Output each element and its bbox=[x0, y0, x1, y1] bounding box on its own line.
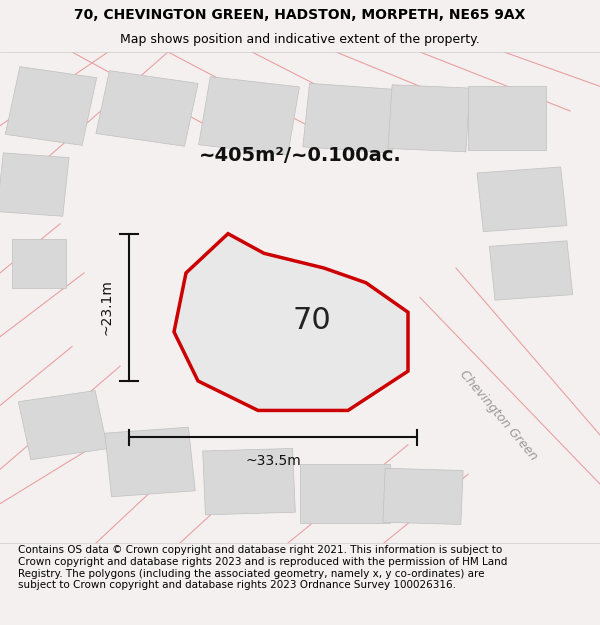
Bar bbox=[5, 67, 97, 146]
Bar bbox=[199, 77, 299, 155]
Bar bbox=[303, 83, 399, 153]
Text: ~405m²/~0.100ac.: ~405m²/~0.100ac. bbox=[199, 146, 401, 164]
Bar bbox=[468, 86, 546, 150]
Bar bbox=[12, 239, 66, 288]
Bar bbox=[300, 464, 390, 523]
Bar bbox=[105, 428, 195, 497]
Bar bbox=[96, 71, 198, 146]
Bar bbox=[383, 468, 463, 524]
Bar bbox=[489, 241, 573, 300]
Text: Contains OS data © Crown copyright and database right 2021. This information is : Contains OS data © Crown copyright and d… bbox=[18, 546, 508, 590]
Text: 70, CHEVINGTON GREEN, HADSTON, MORPETH, NE65 9AX: 70, CHEVINGTON GREEN, HADSTON, MORPETH, … bbox=[74, 8, 526, 21]
Bar bbox=[19, 391, 107, 460]
Text: Chevington Green: Chevington Green bbox=[457, 368, 539, 463]
Bar bbox=[203, 449, 295, 515]
Bar bbox=[388, 85, 470, 152]
Text: ~33.5m: ~33.5m bbox=[245, 454, 301, 468]
Polygon shape bbox=[174, 234, 408, 411]
Bar bbox=[477, 167, 567, 232]
Text: 70: 70 bbox=[292, 306, 331, 335]
Bar bbox=[0, 153, 69, 216]
Text: Map shows position and indicative extent of the property.: Map shows position and indicative extent… bbox=[120, 32, 480, 46]
Text: ~23.1m: ~23.1m bbox=[99, 279, 113, 335]
